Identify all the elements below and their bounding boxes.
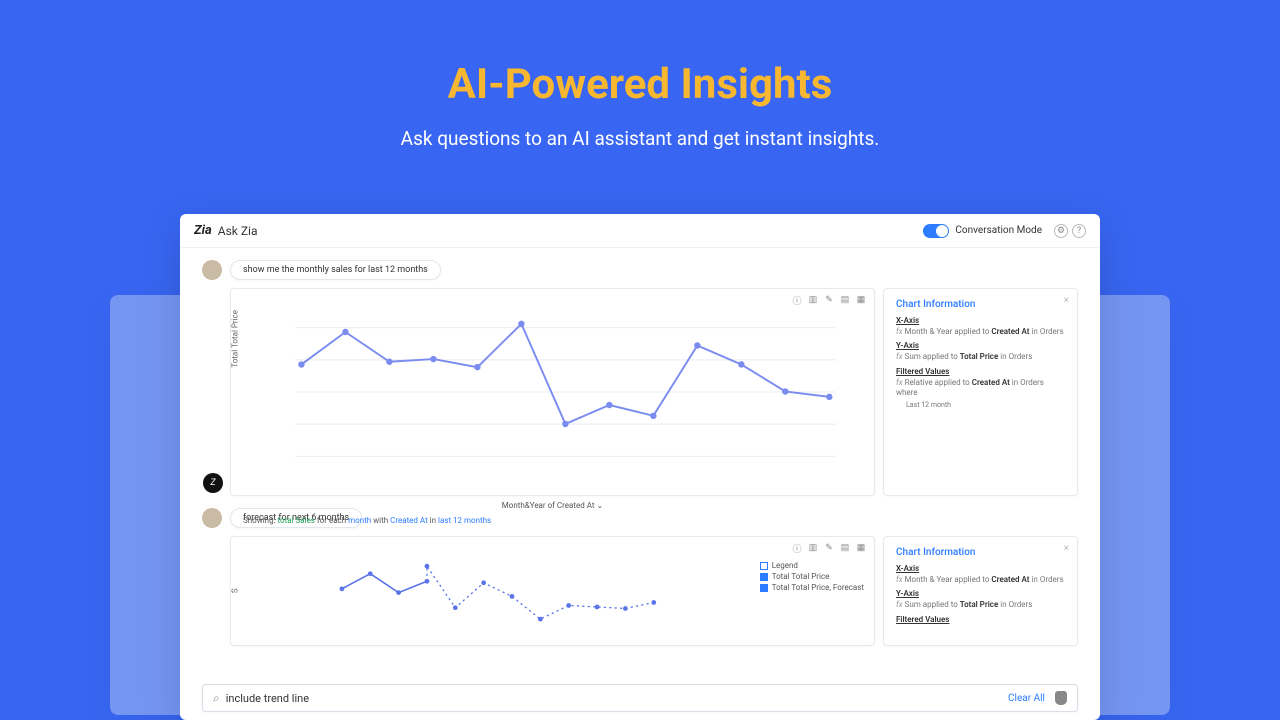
info-title: Chart Information bbox=[896, 547, 1065, 558]
user-message-row: show me the monthly sales for last 12 mo… bbox=[202, 260, 1078, 280]
chart1-y-label: Total Total Price bbox=[231, 310, 240, 368]
chart2-legend: Legend Total Total Price Total Total Pri… bbox=[760, 561, 864, 594]
table-icon[interactable]: ▤ bbox=[840, 543, 850, 553]
search-bar: ⌕ Clear All bbox=[202, 684, 1078, 712]
chart1-caption: Showing: total Sales for each month with… bbox=[231, 514, 874, 531]
bot-avatar: Z bbox=[203, 473, 223, 493]
page-title: AI-Powered Insights bbox=[0, 60, 1280, 109]
conversation-area: show me the monthly sales for last 12 mo… bbox=[180, 248, 1100, 682]
grid-icon[interactable]: ▦ bbox=[856, 295, 866, 305]
search-icon: ⌕ bbox=[213, 691, 220, 706]
user-avatar bbox=[202, 260, 222, 280]
settings-icon[interactable]: ⚙ bbox=[1054, 224, 1068, 238]
clear-all-button[interactable]: Clear All bbox=[1008, 693, 1045, 704]
table-icon[interactable]: ▤ bbox=[840, 295, 850, 305]
close-icon[interactable]: × bbox=[1064, 295, 1069, 306]
chart-card-1: ⓘ ▥ ✎ ▤ ▦ Total Total Price Month& bbox=[230, 288, 875, 496]
user-avatar bbox=[202, 508, 222, 528]
info-title: Chart Information bbox=[896, 299, 1065, 310]
edit-icon[interactable]: ✎ bbox=[824, 295, 834, 305]
page-subtitle: Ask questions to an AI assistant and get… bbox=[0, 127, 1280, 150]
bar-icon[interactable]: ▥ bbox=[808, 543, 818, 553]
app-logo: Zia bbox=[194, 223, 212, 238]
mode-label: Conversation Mode bbox=[955, 225, 1042, 236]
chart1-svg bbox=[231, 289, 874, 495]
chart-info-panel-2: × Chart Information X-Axis fxMonth & Yea… bbox=[883, 536, 1078, 646]
app-window: Zia Ask Zia Conversation Mode ⚙ ? show m… bbox=[180, 214, 1100, 720]
conversation-mode-toggle[interactable] bbox=[923, 224, 949, 238]
user-message-bubble: show me the monthly sales for last 12 mo… bbox=[230, 260, 441, 280]
grid-icon[interactable]: ▦ bbox=[856, 543, 866, 553]
help-icon[interactable]: ? bbox=[1072, 224, 1086, 238]
bar-icon[interactable]: ▥ bbox=[808, 295, 818, 305]
close-icon[interactable]: × bbox=[1064, 543, 1069, 554]
chart-card-2: ⓘ ▥ ✎ ▤ ▦ S Legend Total Total Price Tot… bbox=[230, 536, 875, 646]
chart2-y-label: S bbox=[231, 588, 240, 593]
app-title: Ask Zia bbox=[218, 224, 258, 238]
app-header: Zia Ask Zia Conversation Mode ⚙ ? bbox=[180, 214, 1100, 248]
chart-info-panel-1: × Chart Information X-Axis fxMonth & Yea… bbox=[883, 288, 1078, 496]
chart1-x-label[interactable]: Month&Year of Created At bbox=[231, 499, 874, 514]
edit-icon[interactable]: ✎ bbox=[824, 543, 834, 553]
info-icon[interactable]: ⓘ bbox=[792, 295, 802, 305]
search-input[interactable] bbox=[226, 692, 1008, 705]
mic-icon[interactable] bbox=[1055, 691, 1067, 705]
info-icon[interactable]: ⓘ bbox=[792, 543, 802, 553]
